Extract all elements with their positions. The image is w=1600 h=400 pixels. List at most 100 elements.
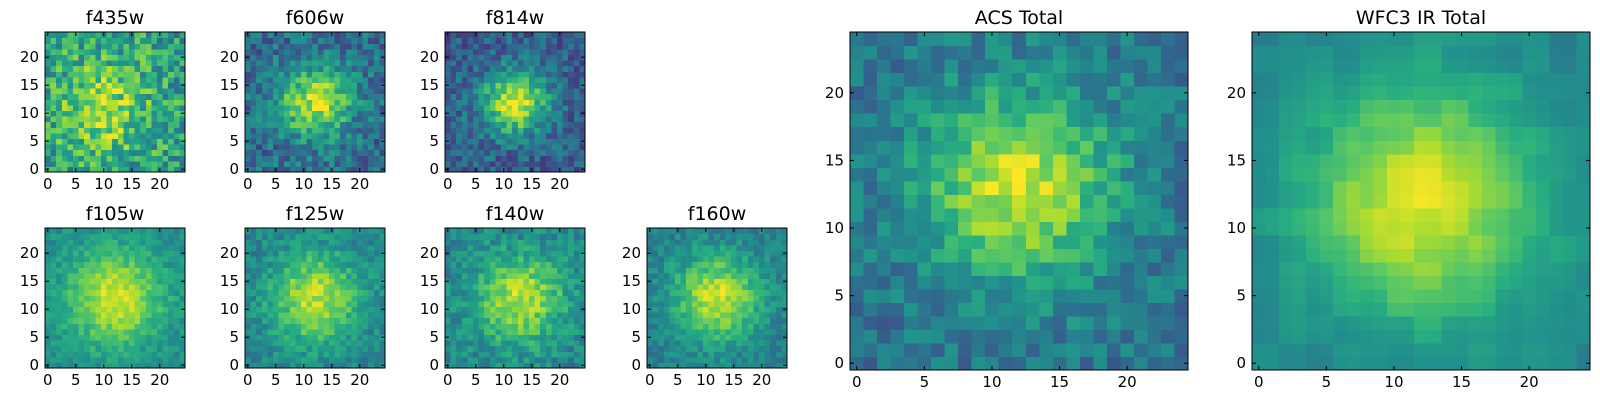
pixel-cell <box>545 256 552 263</box>
pixel-cell <box>117 334 124 341</box>
x-tick-label: 0 <box>43 175 53 193</box>
pixel-cell <box>551 93 558 100</box>
pixel-cell <box>551 312 558 319</box>
pixel-cell <box>770 289 777 296</box>
pixel-cell <box>545 88 552 95</box>
pixel-cell <box>45 284 52 291</box>
x-tick-label: 10 <box>294 371 313 389</box>
pixel-cell <box>473 261 480 268</box>
pixel-cell <box>1093 288 1108 303</box>
pixel-cell <box>278 121 285 128</box>
pixel-cell <box>562 144 569 151</box>
pixel-cell <box>129 43 136 50</box>
pixel-cell <box>512 76 519 83</box>
pixel-cell <box>506 166 513 173</box>
pixel-cell <box>478 295 485 302</box>
pixel-cell <box>534 127 541 134</box>
pixel-cell <box>357 155 364 162</box>
pixel-cell <box>261 71 268 78</box>
pixel-cell <box>129 323 136 330</box>
pixel-cell <box>568 356 575 363</box>
pixel-cell <box>73 76 80 83</box>
x-tick-label: 0 <box>443 371 453 389</box>
pixel-cell <box>484 144 491 151</box>
pixel-cell <box>250 362 257 369</box>
pixel-cell <box>742 317 749 324</box>
pixel-cell <box>67 76 74 83</box>
pixel-cell <box>301 144 308 151</box>
pixel-cell <box>84 48 91 55</box>
pixel-cell <box>368 340 375 347</box>
pixel-cell <box>61 121 68 128</box>
pixel-cell <box>140 278 147 285</box>
pixel-cell <box>461 267 468 274</box>
pixel-cell <box>345 272 352 279</box>
pixel-cell <box>345 43 352 50</box>
pixel-cell <box>1147 275 1162 290</box>
pixel-cell <box>719 362 726 369</box>
pixel-cell <box>73 88 80 95</box>
pixel-cell <box>340 334 347 341</box>
pixel-cell <box>106 244 113 251</box>
pixel-cell <box>140 82 147 89</box>
pixel-cell <box>680 334 687 341</box>
pixel-cell <box>173 284 180 291</box>
pixel-cell <box>73 278 80 285</box>
pixel-cell <box>50 144 57 151</box>
pixel-cell <box>340 37 347 44</box>
pixel-cell <box>112 239 119 246</box>
pixel-cell <box>173 328 180 335</box>
pixel-cell <box>284 76 291 83</box>
pixel-cell <box>129 155 136 162</box>
pixel-cell <box>261 127 268 134</box>
pixel-cell <box>273 144 280 151</box>
pixel-cell <box>714 362 721 369</box>
pixel-cell <box>461 289 468 296</box>
pixel-cell <box>489 138 496 145</box>
pixel-cell <box>517 71 524 78</box>
pixel-cell <box>998 194 1013 209</box>
pixel-cell <box>129 250 136 257</box>
pixel-cell <box>467 160 474 167</box>
pixel-cell <box>512 160 519 167</box>
pixel-cell <box>501 144 508 151</box>
x-tick-label: 20 <box>550 371 569 389</box>
pixel-cell <box>50 284 57 291</box>
pixel-cell <box>129 334 136 341</box>
pixel-cell <box>50 323 57 330</box>
pixel-cell <box>1147 342 1162 358</box>
pixel-cell <box>1160 234 1176 249</box>
pixel-cell <box>736 340 743 347</box>
pixel-cell <box>329 295 336 302</box>
pixel-cell <box>478 99 485 106</box>
pixel-cell <box>95 345 102 352</box>
pixel-cell <box>1025 194 1040 209</box>
pixel-cell <box>675 284 682 291</box>
pixel-cell <box>173 43 180 50</box>
pixel-cell <box>373 284 380 291</box>
pixel-cell <box>540 272 547 279</box>
pixel-cell <box>329 60 336 67</box>
pixel-cell <box>329 110 336 117</box>
pixel-cell <box>340 110 347 117</box>
pixel-cell <box>764 228 771 235</box>
pixel-cell <box>573 306 580 313</box>
pixel-cell <box>50 340 57 347</box>
pixel-cell <box>456 54 463 61</box>
pixel-cell <box>445 144 452 151</box>
pixel-cell <box>284 71 291 78</box>
pixel-cell <box>45 65 52 72</box>
pixel-cell <box>95 356 102 363</box>
pixel-cell <box>61 32 68 39</box>
pixel-cell <box>168 312 175 319</box>
pixel-cell <box>373 76 380 83</box>
pixel-cell <box>340 244 347 251</box>
pixel-cell <box>295 127 302 134</box>
pixel-cell <box>523 132 530 139</box>
pixel-cell <box>680 323 687 330</box>
pixel-cell <box>691 244 698 251</box>
pixel-cell <box>445 65 452 72</box>
pixel-cell <box>173 256 180 263</box>
pixel-cell <box>456 334 463 341</box>
pixel-cell <box>284 295 291 302</box>
